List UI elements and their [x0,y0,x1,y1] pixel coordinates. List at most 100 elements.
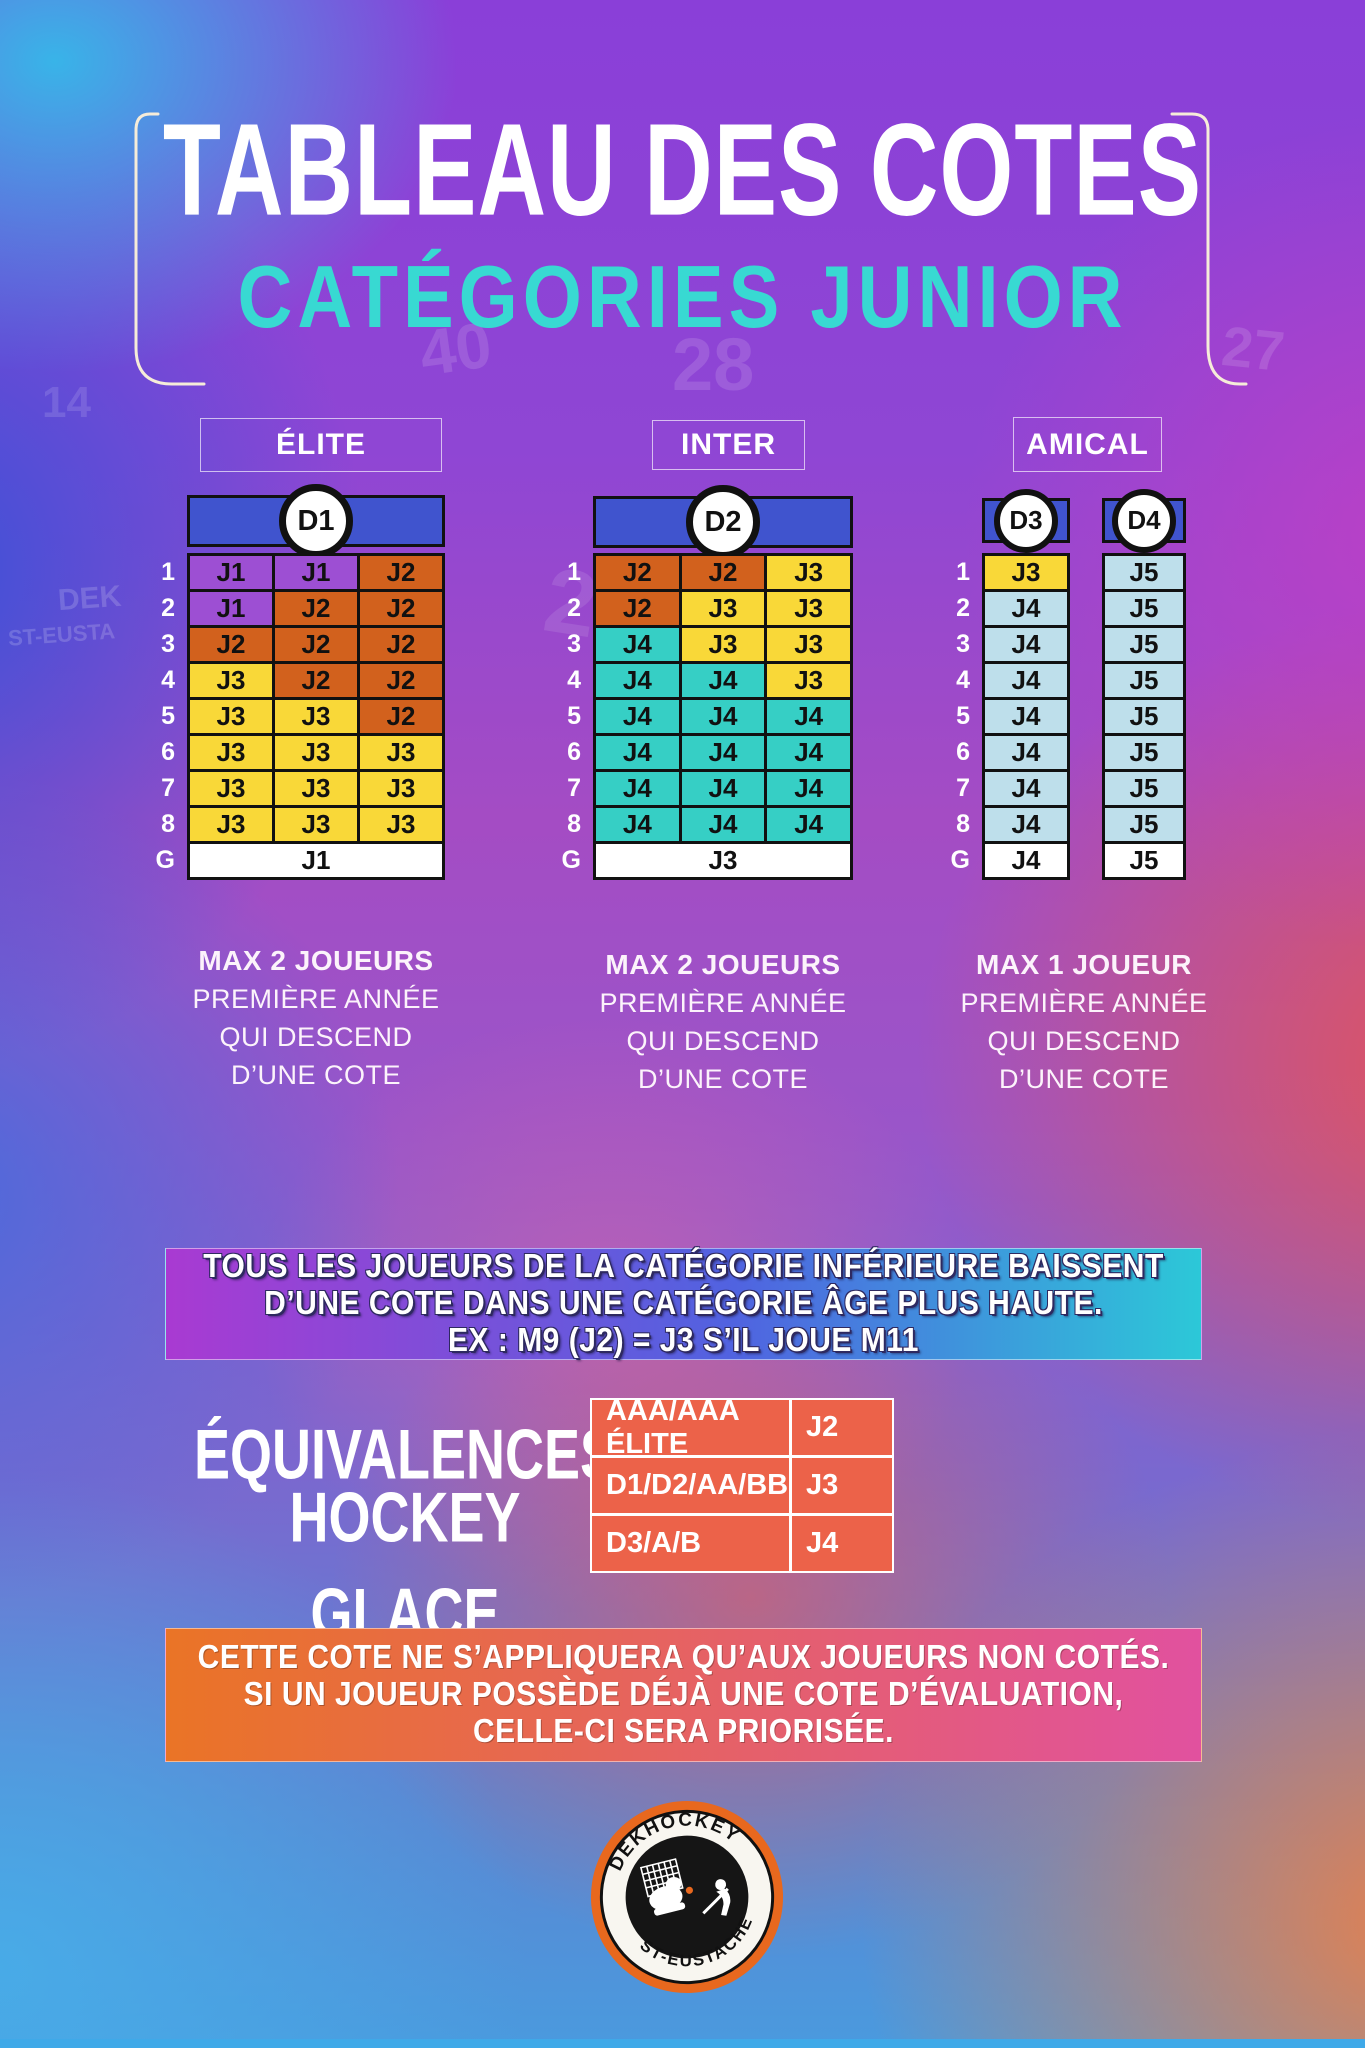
text-line: MAX 2 JOUEURS [605,949,841,980]
text-line: D’UNE COTE DANS UNE CATÉGORIE ÂGE PLUS H… [264,1285,1103,1322]
rating-cell: J4 [681,808,765,841]
text-line: PREMIÈRE ANNÉE [192,984,440,1014]
rating-cell: J2 [360,556,442,589]
rating-cell: J4 [767,700,850,733]
text-line: QUI DESCEND [219,1022,413,1052]
row-label: 7 [161,774,175,802]
rating-cell: J3 [190,808,272,841]
page-title: TABLEAU DES COTES [162,97,1203,244]
text-line: MAX 1 JOUEUR [975,949,1193,980]
rule-banner: TOUS LES JOUEURS DE LA CATÉGORIE INFÉRIE… [165,1248,1202,1360]
rating-cell: J5 [1105,736,1183,769]
text-line: QUI DESCEND [987,1026,1181,1056]
background-watermark: ST-EUSTA [7,618,116,651]
note-inter: MAX 2 JOUEURS PREMIÈRE ANNÉE QUI DESCEND D’… [523,946,923,1098]
rating-cell: J4 [681,664,765,697]
division-badge: D1 [279,484,353,558]
division-header-bar: D3 [982,488,1070,553]
row-label: 7 [956,774,970,802]
division-badge: D3 [994,488,1058,553]
goalie-cell: J1 [190,844,442,877]
row-label: 4 [956,666,970,694]
rating-cell: J4 [985,736,1067,769]
rating-cell: J3 [360,736,442,769]
text-line: TOUS LES JOUEURS DE LA CATÉGORIE INFÉRIE… [203,1248,1164,1285]
equivalence-label: D3/A/B [592,1516,789,1571]
text-line: D’UNE COTE [998,1064,1169,1094]
rating-cell: J3 [275,736,357,769]
equivalence-value: J2 [792,1400,892,1455]
division-badge: D4 [1112,488,1176,553]
logo-goalie-graphic [649,1877,686,1916]
row-label: G [155,846,175,874]
rating-cell: J1 [275,556,357,589]
text-line: ÉQUIVALENCES [193,1416,617,1494]
rating-cell: J5 [1105,664,1183,697]
rating-cell: J5 [1105,628,1183,661]
row-label: G [950,846,970,874]
rating-cell: J3 [360,772,442,805]
goalie-cell: J4 [985,844,1067,877]
row-label: 4 [161,666,175,694]
rating-cell: J4 [767,772,850,805]
rating-cell: J4 [767,808,850,841]
rating-cell: J5 [1105,808,1183,841]
row-label: 2 [567,594,581,622]
rating-cell: J3 [767,592,850,625]
background-watermark: DEK [56,579,123,618]
rating-cell: J4 [985,664,1067,697]
rating-cell: J3 [275,700,357,733]
rating-cell: J2 [681,556,765,589]
row-label: 1 [161,558,175,586]
text-line: CETTE COTE NE S’APPLIQUERA QU’AUX JOUEUR… [197,1639,1170,1676]
text-line: D’UNE COTE [637,1064,808,1094]
row-label: 2 [956,594,970,622]
row-label: 8 [567,810,581,838]
footer-bar [0,2039,1365,2048]
rating-cells: J5 J5 J5 J5 J5 J5 J5 J5 J5 [1102,553,1186,880]
row-labels: 1 2 3 4 5 6 7 8 G [940,556,970,877]
row-label: 5 [567,702,581,730]
equivalences-table: AAA/AAA ÉLITE J2 D1/D2/AA/BB J3 D3/A/B J… [590,1395,894,1573]
rating-cell: J1 [190,592,272,625]
rating-cell: J3 [190,772,272,805]
rating-cell: J4 [596,628,679,661]
division-header-bar: D1 [187,484,445,558]
rating-cell: J3 [190,700,272,733]
rating-cell: J3 [681,592,765,625]
rating-cell: J3 [767,628,850,661]
equivalence-value: J3 [792,1458,892,1513]
rating-cell: J4 [596,700,679,733]
row-label: 2 [161,594,175,622]
rating-cell: J3 [360,808,442,841]
rating-cell: J3 [767,556,850,589]
text-line: MAX 2 JOUEURS [198,945,434,976]
equivalence-label: AAA/AAA ÉLITE [592,1395,789,1460]
logo-player-graphic [685,1879,731,1916]
rating-cell: J2 [275,664,357,697]
row-labels: 1 2 3 4 5 6 7 8 G [145,556,175,877]
note-amical: MAX 1 JOUEUR PREMIÈRE ANNÉE QUI DESCEND D’U… [884,946,1284,1098]
rating-cell: J2 [360,700,442,733]
division-badge: D2 [686,485,760,559]
division-header-bar: D4 [1102,488,1186,553]
rating-cell: J3 [275,808,357,841]
category-label-elite: ÉLITE [200,418,442,472]
rating-cell: J2 [596,592,679,625]
row-label: 5 [161,702,175,730]
rating-cell: J4 [985,628,1067,661]
equivalence-label: D1/D2/AA/BB [592,1458,789,1513]
rating-cell: J4 [985,700,1067,733]
row-label: 3 [161,630,175,658]
rating-cell: J2 [360,664,442,697]
text-line: PREMIÈRE ANNÉE [599,988,847,1018]
rating-cell: J4 [596,736,679,769]
text-line: SI UN JOUEUR POSSÈDE DÉJÀ UNE COTE D’ÉVA… [243,1676,1124,1713]
rating-cell: J2 [360,628,442,661]
rating-cell: J4 [596,772,679,805]
row-label: 8 [956,810,970,838]
